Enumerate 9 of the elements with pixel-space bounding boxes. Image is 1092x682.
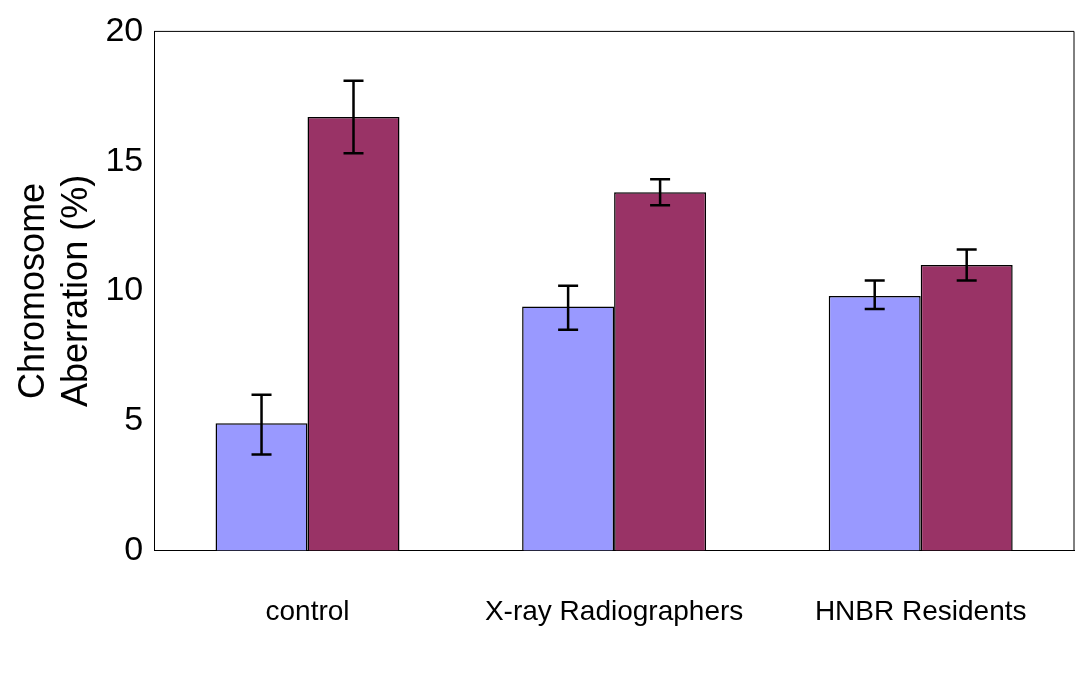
y-tick-label: 5	[124, 399, 144, 438]
y-tick-label: 0	[124, 528, 144, 567]
x-tick-label: control	[265, 594, 350, 626]
x-tick-label: X-ray Radiographers	[484, 594, 744, 626]
y-axis-title: Chromosome Aberration (%)	[10, 174, 95, 407]
y-tick-label: 10	[105, 269, 144, 308]
x-tick-label: HNBR Residents	[814, 594, 1027, 626]
y-tick-label: 20	[105, 9, 144, 48]
y-tick-label: 15	[105, 139, 144, 178]
